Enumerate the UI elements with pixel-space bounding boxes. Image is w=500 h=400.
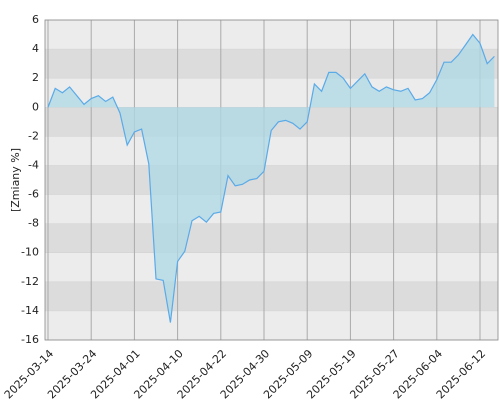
y-tick-label: 2: [32, 71, 39, 84]
area: [48, 34, 495, 323]
grid-band: [45, 281, 498, 311]
y-tick-label: -8: [28, 217, 39, 230]
y-tick-label: -12: [21, 275, 39, 288]
grid-band: [45, 49, 498, 79]
y-tick-label: 6: [32, 13, 39, 26]
y-tick-label: -6: [28, 188, 39, 201]
grid-band: [45, 310, 498, 340]
line: [47, 33, 495, 323]
grid-band: [45, 223, 498, 253]
grid-band: [45, 194, 498, 224]
y-tick-label: -10: [21, 246, 39, 259]
y-tick-label: -2: [28, 129, 39, 142]
y-tick-label: -4: [28, 158, 39, 171]
grid-band: [45, 165, 498, 195]
grid-band: [45, 136, 498, 166]
y-tick-label: 0: [32, 100, 39, 113]
y-axis-label: [Zmiany %]: [9, 148, 22, 212]
grid-band: [45, 252, 498, 282]
y-tick-label: -14: [21, 304, 39, 317]
y-tick-label: -16: [21, 333, 39, 346]
grid-band: [45, 20, 498, 50]
y-tick-label: 4: [32, 42, 39, 55]
plot-frame: [44, 19, 499, 341]
